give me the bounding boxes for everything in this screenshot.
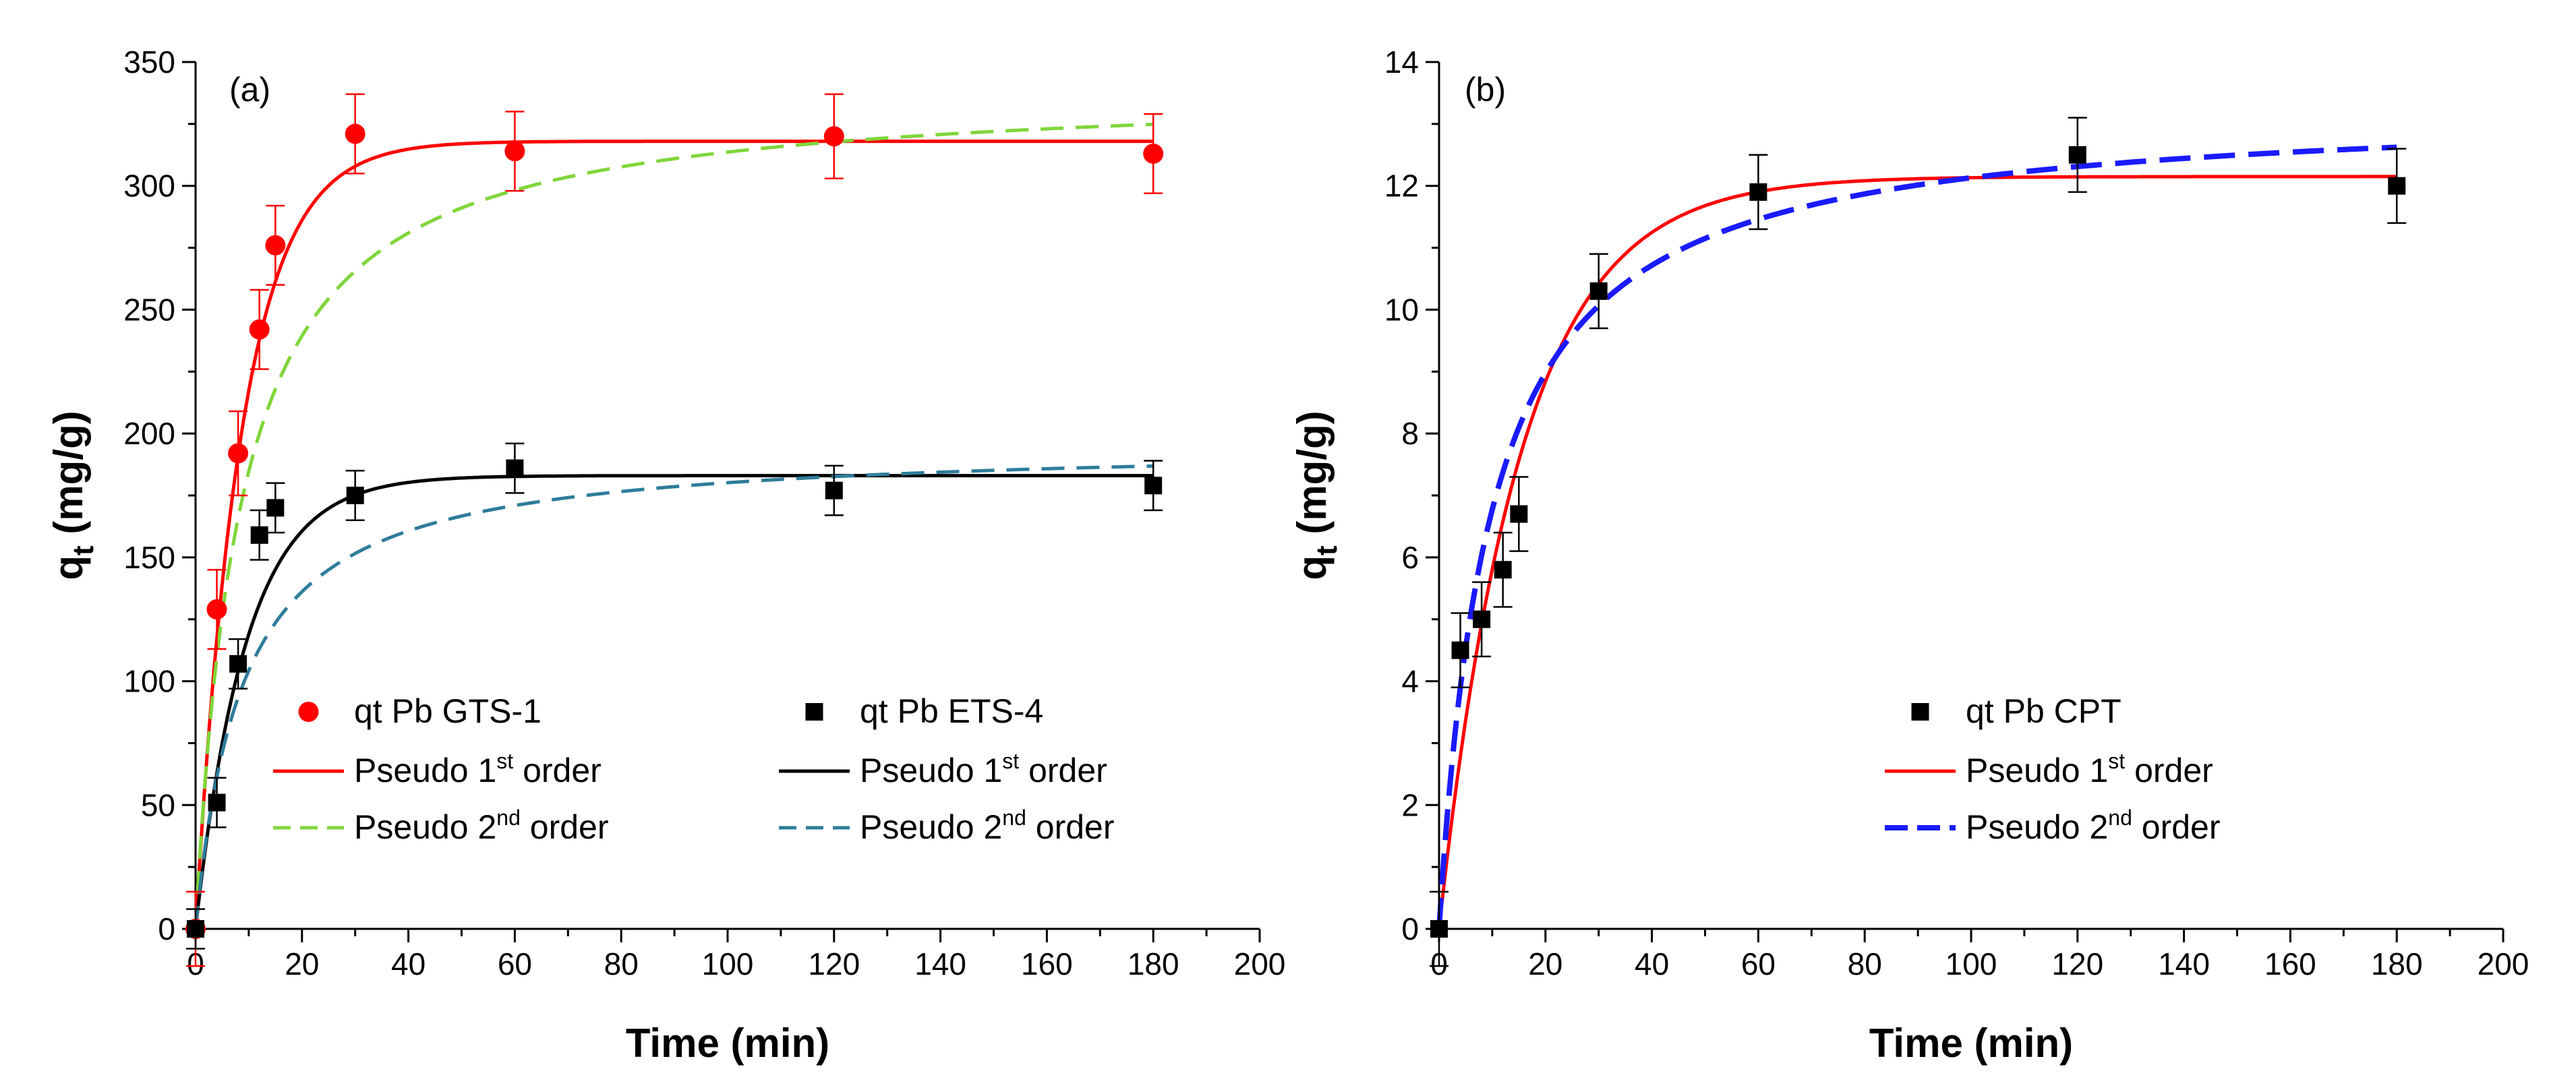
panel-b-x-tick-label: 40: [1635, 946, 1669, 981]
panel-a-data-point: [229, 655, 247, 673]
panel-b-data-point: [1451, 641, 1469, 659]
panel-b-data-point: [1749, 183, 1767, 201]
panel-a-y-tick-label: 0: [158, 911, 175, 946]
panel-a-data-point: [823, 126, 844, 147]
panel-b-x-tick-label: 100: [1945, 946, 1997, 981]
panel-a-data-point: [1143, 143, 1164, 164]
panel-a-x-tick-label: 120: [808, 946, 860, 981]
panel-b-y-tick-label: 4: [1401, 664, 1419, 699]
panel-a-x-tick-label: 200: [1234, 946, 1286, 981]
panel-a-x-tick-label: 160: [1021, 946, 1073, 981]
panel-b-data-point: [1494, 561, 1512, 579]
panel-a-legend-label: Pseudo 2nd order: [860, 806, 1115, 846]
panel-b-data-point: [2388, 177, 2406, 195]
panel-a-data-point: [249, 319, 270, 340]
panel-a-data-point: [346, 487, 364, 504]
panel-b-y-tick-label: 12: [1384, 169, 1419, 204]
panel-a-data-point: [504, 141, 525, 162]
panel-b-y-tick-label: 8: [1401, 416, 1419, 451]
panel-b-x-tick-label: 120: [2051, 946, 2103, 981]
panel-a-data-point: [266, 499, 285, 517]
panel-b-legend-marker: [1911, 703, 1929, 721]
panel-b-x-tick-label: 180: [2371, 946, 2423, 981]
panel-a-x-tick-label: 100: [702, 946, 754, 981]
panel-b-x-tick-label: 160: [2264, 946, 2316, 981]
panel-a-x-axis-title: Time (min): [626, 1021, 829, 1066]
panel-a-data-point: [228, 443, 249, 464]
panel-b-x-axis-title: Time (min): [1869, 1021, 2073, 1066]
panel-a-legend-label: qt Pb ETS-4: [860, 692, 1043, 730]
panel-a-x-tick-label: 180: [1128, 946, 1179, 981]
panel-b-y-axis-title: qt (mg/g): [1289, 411, 1343, 580]
panel-a-y-tick-label: 100: [123, 664, 175, 699]
panel-b-y-tick-label: 14: [1384, 44, 1419, 80]
panel-a-y-tick-label: 200: [123, 416, 175, 451]
panel-a-data-point: [265, 235, 286, 255]
panel-a-x-tick-label: 20: [285, 946, 319, 981]
panel-a-fit-curve-3: [194, 123, 1154, 930]
panel-b-fit-curve-1: [1437, 175, 2397, 930]
panel-a-data-point: [187, 920, 204, 938]
panel-a-x-tick-label: 60: [498, 946, 532, 981]
panel-a-y-axis-title: qt (mg/g): [46, 411, 100, 580]
panel-b-data-point: [1473, 610, 1491, 628]
panel-a-legend-label: Pseudo 1st order: [354, 749, 602, 789]
panel-a-legend-label: Pseudo 2nd order: [354, 806, 609, 846]
panel-b-y-tick-label: 6: [1401, 540, 1419, 575]
panel-b-chart: 0 20 40 60 80 100 120 140 160 180 20002468101214Ti…: [1289, 44, 2529, 1066]
panel-a-legend-marker: [805, 703, 823, 721]
panel-a-legend-marker: [298, 702, 319, 722]
panel-a-x-tick-label: 140: [914, 946, 966, 981]
panel-b-x-tick-label: 60: [1741, 946, 1776, 981]
panel-a-fit-curve-5: [194, 464, 1154, 930]
panel-b-legend-label: Pseudo 2nd order: [1966, 806, 2221, 846]
panel-a-data-point: [250, 526, 268, 544]
panel-a-legend-label: Pseudo 1st order: [860, 749, 1107, 789]
panel-b-data-point: [1430, 920, 1448, 938]
panel-a-y-tick-label: 50: [141, 787, 175, 822]
panel-b-panel-label: (b): [1465, 71, 1506, 109]
panel-a-data-point: [506, 459, 524, 477]
panel-a-data-point: [825, 481, 843, 499]
panel-a-y-tick-label: 300: [123, 169, 175, 204]
panel-a-chart: 0 20 40 60 80 100 120 140 160 180 2000501001502002…: [46, 44, 1285, 1066]
panel-b-data-point: [1589, 282, 1608, 300]
panel-a-y-tick-label: 150: [123, 540, 175, 575]
panel-a-data-point: [345, 123, 365, 144]
panel-a-y-tick-label: 350: [123, 44, 175, 80]
panel-a-panel-label: (a): [229, 71, 270, 109]
panel-b-x-tick-label: 200: [2478, 946, 2529, 981]
panel-b-y-tick-label: 10: [1384, 292, 1419, 327]
panel-a-data-point: [208, 793, 226, 812]
panel-b-data-point: [1510, 505, 1528, 523]
panel-a-data-point: [1144, 477, 1163, 495]
panel-b-legend-label: Pseudo 1st order: [1966, 749, 2213, 789]
panel-a-y-tick-label: 250: [123, 292, 175, 327]
panel-b-y-tick-label: 2: [1401, 787, 1419, 822]
panel-b-legend-label: qt Pb CPT: [1966, 692, 2121, 730]
panel-a-x-tick-label: 40: [391, 946, 426, 981]
panel-b-y-tick-label: 0: [1401, 911, 1419, 946]
panel-a-data-point: [206, 599, 227, 620]
panel-b-x-tick-label: 80: [1848, 946, 1882, 981]
panel-a-legend-label: qt Pb GTS-1: [354, 692, 541, 730]
panel-b-fit-curve-2: [1436, 144, 2397, 930]
panel-b-x-tick-label: 20: [1528, 946, 1562, 981]
panel-a-x-tick-label: 80: [604, 946, 639, 981]
panel-b-x-tick-label: 140: [2158, 946, 2210, 981]
panel-b-data-point: [2068, 146, 2086, 164]
